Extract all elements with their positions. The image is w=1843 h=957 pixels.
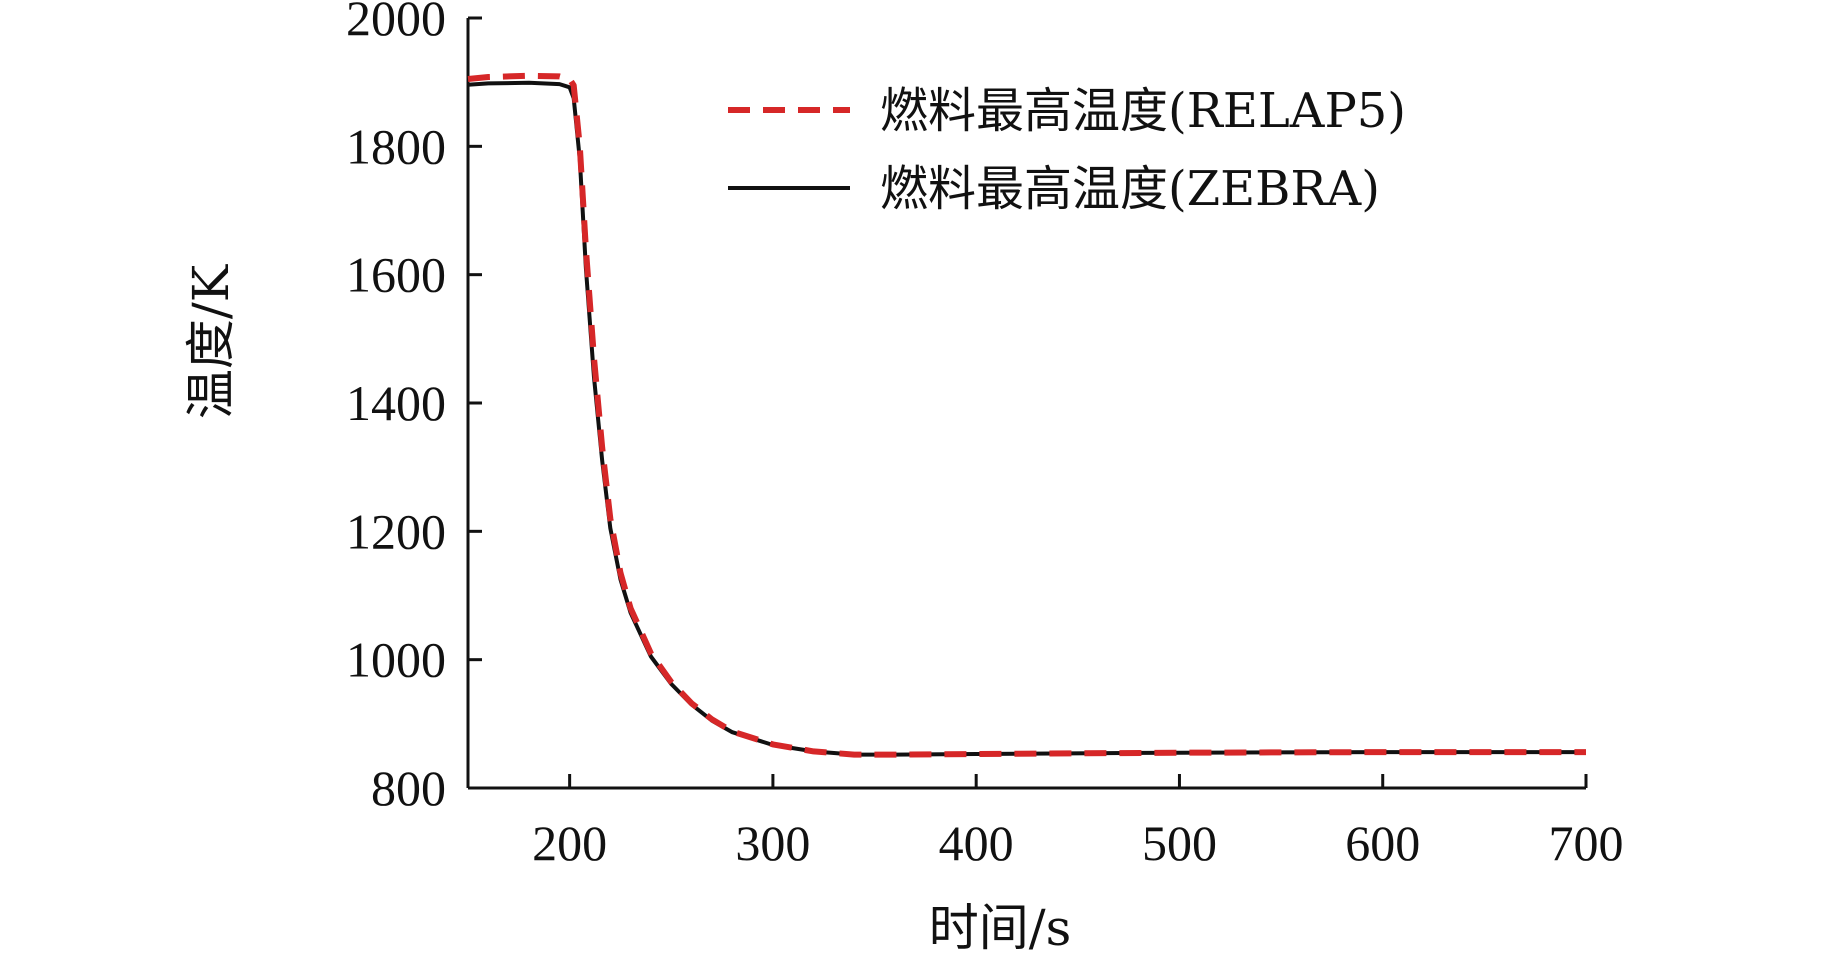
- y-tick-label: 1000: [346, 632, 446, 688]
- y-tick-label: 1800: [346, 118, 446, 174]
- series-line-relap5: [467, 72, 1586, 758]
- x-tick-label: 500: [1142, 815, 1217, 871]
- y-tick-label: 1600: [346, 247, 446, 303]
- y-tick-label: 2000: [346, 0, 446, 46]
- legend-label: 燃料最高温度(ZEBRA): [880, 161, 1380, 217]
- ticks: 800 1000 1200 1400 1600 1800 2000 200 300 400 500 6…: [346, 0, 1624, 871]
- x-tick-label: 200: [532, 815, 607, 871]
- legend-label: 燃料最高温度(RELAP5): [880, 83, 1406, 139]
- y-tick-label: 1400: [346, 375, 446, 431]
- x-tick-label: 700: [1549, 815, 1624, 871]
- legend: 燃料最高温度(RELAP5) 燃料最高温度(ZEBRA): [728, 83, 1406, 217]
- y-tick-label: 1200: [346, 503, 446, 559]
- x-tick-label: 300: [735, 815, 810, 871]
- x-tick-label: 600: [1345, 815, 1420, 871]
- series-layer: [467, 72, 1586, 758]
- x-axis-title: 时间/s: [929, 899, 1072, 957]
- x-tick-label: 400: [939, 815, 1014, 871]
- y-axis-title: 温度/K: [182, 263, 240, 419]
- y-tick-label: 800: [371, 760, 446, 816]
